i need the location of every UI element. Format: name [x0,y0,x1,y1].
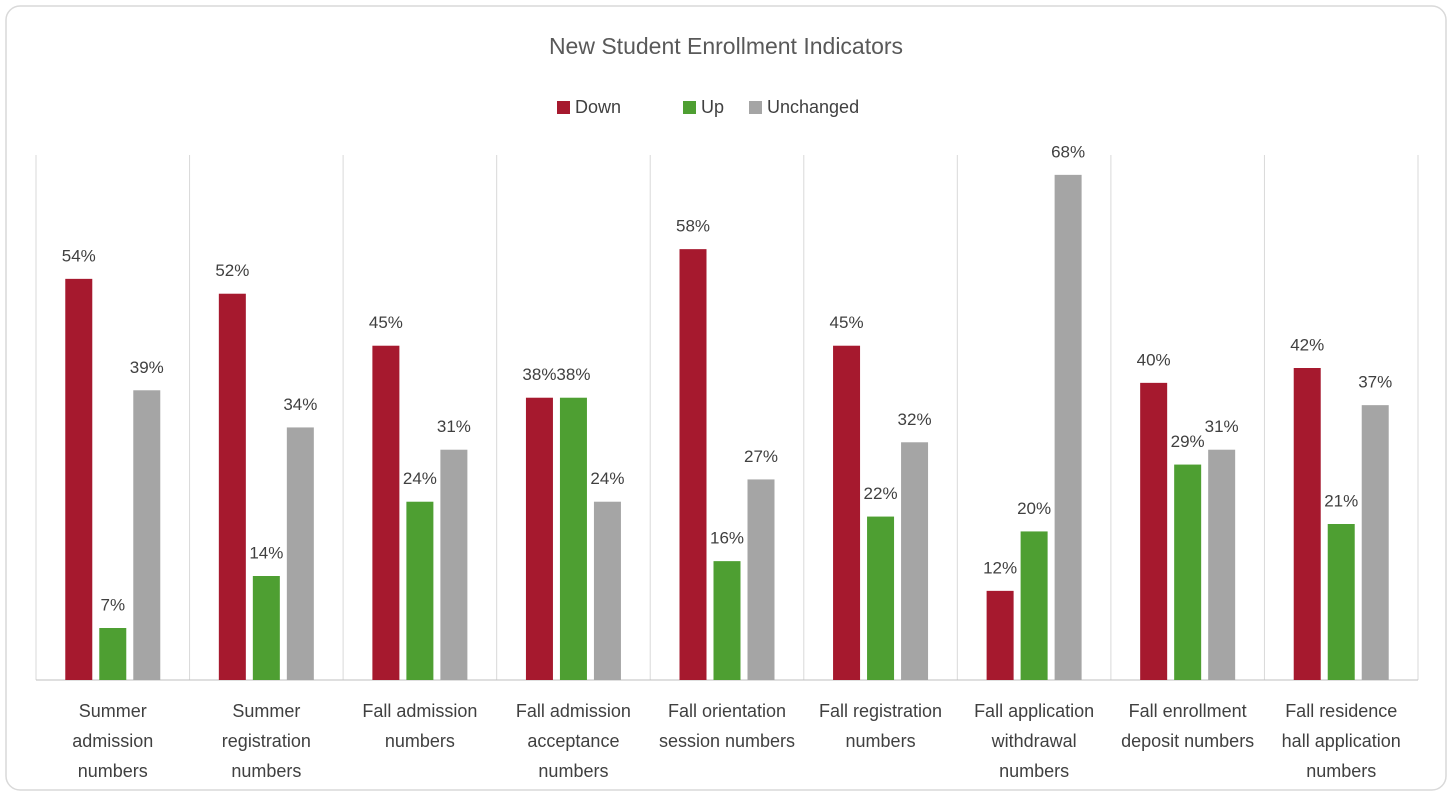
bar [525,397,553,680]
data-label: 39% [130,358,164,377]
chart-border [5,5,1447,791]
bar [901,442,929,680]
data-label: 31% [437,417,471,436]
bar [747,479,775,680]
x-tick-label: Fall registration numbers [819,701,943,751]
bar [133,390,161,680]
bar [218,293,246,680]
data-label: 54% [62,246,96,265]
data-label: 34% [283,395,317,414]
data-label: 16% [710,529,744,548]
data-label: 58% [676,217,710,236]
x-tick-label: Summer registration numbers [221,701,311,781]
data-label: 37% [1358,373,1392,392]
data-label: 24% [590,469,624,488]
data-label: 31% [1205,417,1239,436]
data-label: 45% [830,313,864,332]
x-tick-label: Fall admission acceptance numbers [515,701,631,781]
bar [833,345,861,680]
data-label: 27% [744,447,778,466]
bar [679,249,707,680]
x-tick-label: Fall application withdrawal numbers [974,701,1095,781]
data-label: 7% [100,595,125,614]
data-label: 52% [215,261,249,280]
legend-swatch [749,101,762,114]
legend-label: Down [575,97,621,117]
bar [713,561,741,680]
bar [1020,531,1048,680]
data-label: 32% [898,410,932,429]
legend-label: Unchanged [767,97,859,117]
bar [1327,524,1355,680]
data-label: 40% [1137,350,1171,369]
bar [1054,174,1082,680]
data-label: 24% [403,469,437,488]
data-label: 14% [249,543,283,562]
bar [65,278,93,680]
data-label: 21% [1324,491,1358,510]
bar [286,427,314,680]
chart-title: New Student Enrollment Indicators [549,33,903,59]
data-label: 20% [1017,499,1051,518]
data-label: 38% [522,365,556,384]
legend-label: Up [701,97,724,117]
bar [1174,464,1202,680]
bar [99,628,127,680]
bar [252,576,280,680]
bar [372,345,400,680]
legend-swatch [557,101,570,114]
x-tick-label: Fall residence hall application numbers [1281,701,1401,781]
bar [1361,405,1389,680]
data-label: 42% [1290,335,1324,354]
bar [1140,382,1168,680]
data-label: 38% [556,365,590,384]
x-tick-label: Summer admission numbers [72,701,154,781]
bar [867,516,895,680]
data-label: 22% [864,484,898,503]
bar [406,501,434,680]
bar [559,397,587,680]
bar [593,501,621,680]
x-tick-label: Fall enrollment deposit numbers [1121,701,1255,751]
legend-swatch [683,101,696,114]
data-label: 12% [983,558,1017,577]
x-tick-label: Fall orientation session numbers [658,701,796,751]
bar [986,590,1014,680]
x-tick-label: Fall admission numbers [362,701,478,751]
bar [440,449,468,680]
data-label: 68% [1051,142,1085,161]
data-label: 45% [369,313,403,332]
bar [1293,368,1321,680]
bar [1208,449,1236,680]
data-label: 29% [1171,432,1205,451]
